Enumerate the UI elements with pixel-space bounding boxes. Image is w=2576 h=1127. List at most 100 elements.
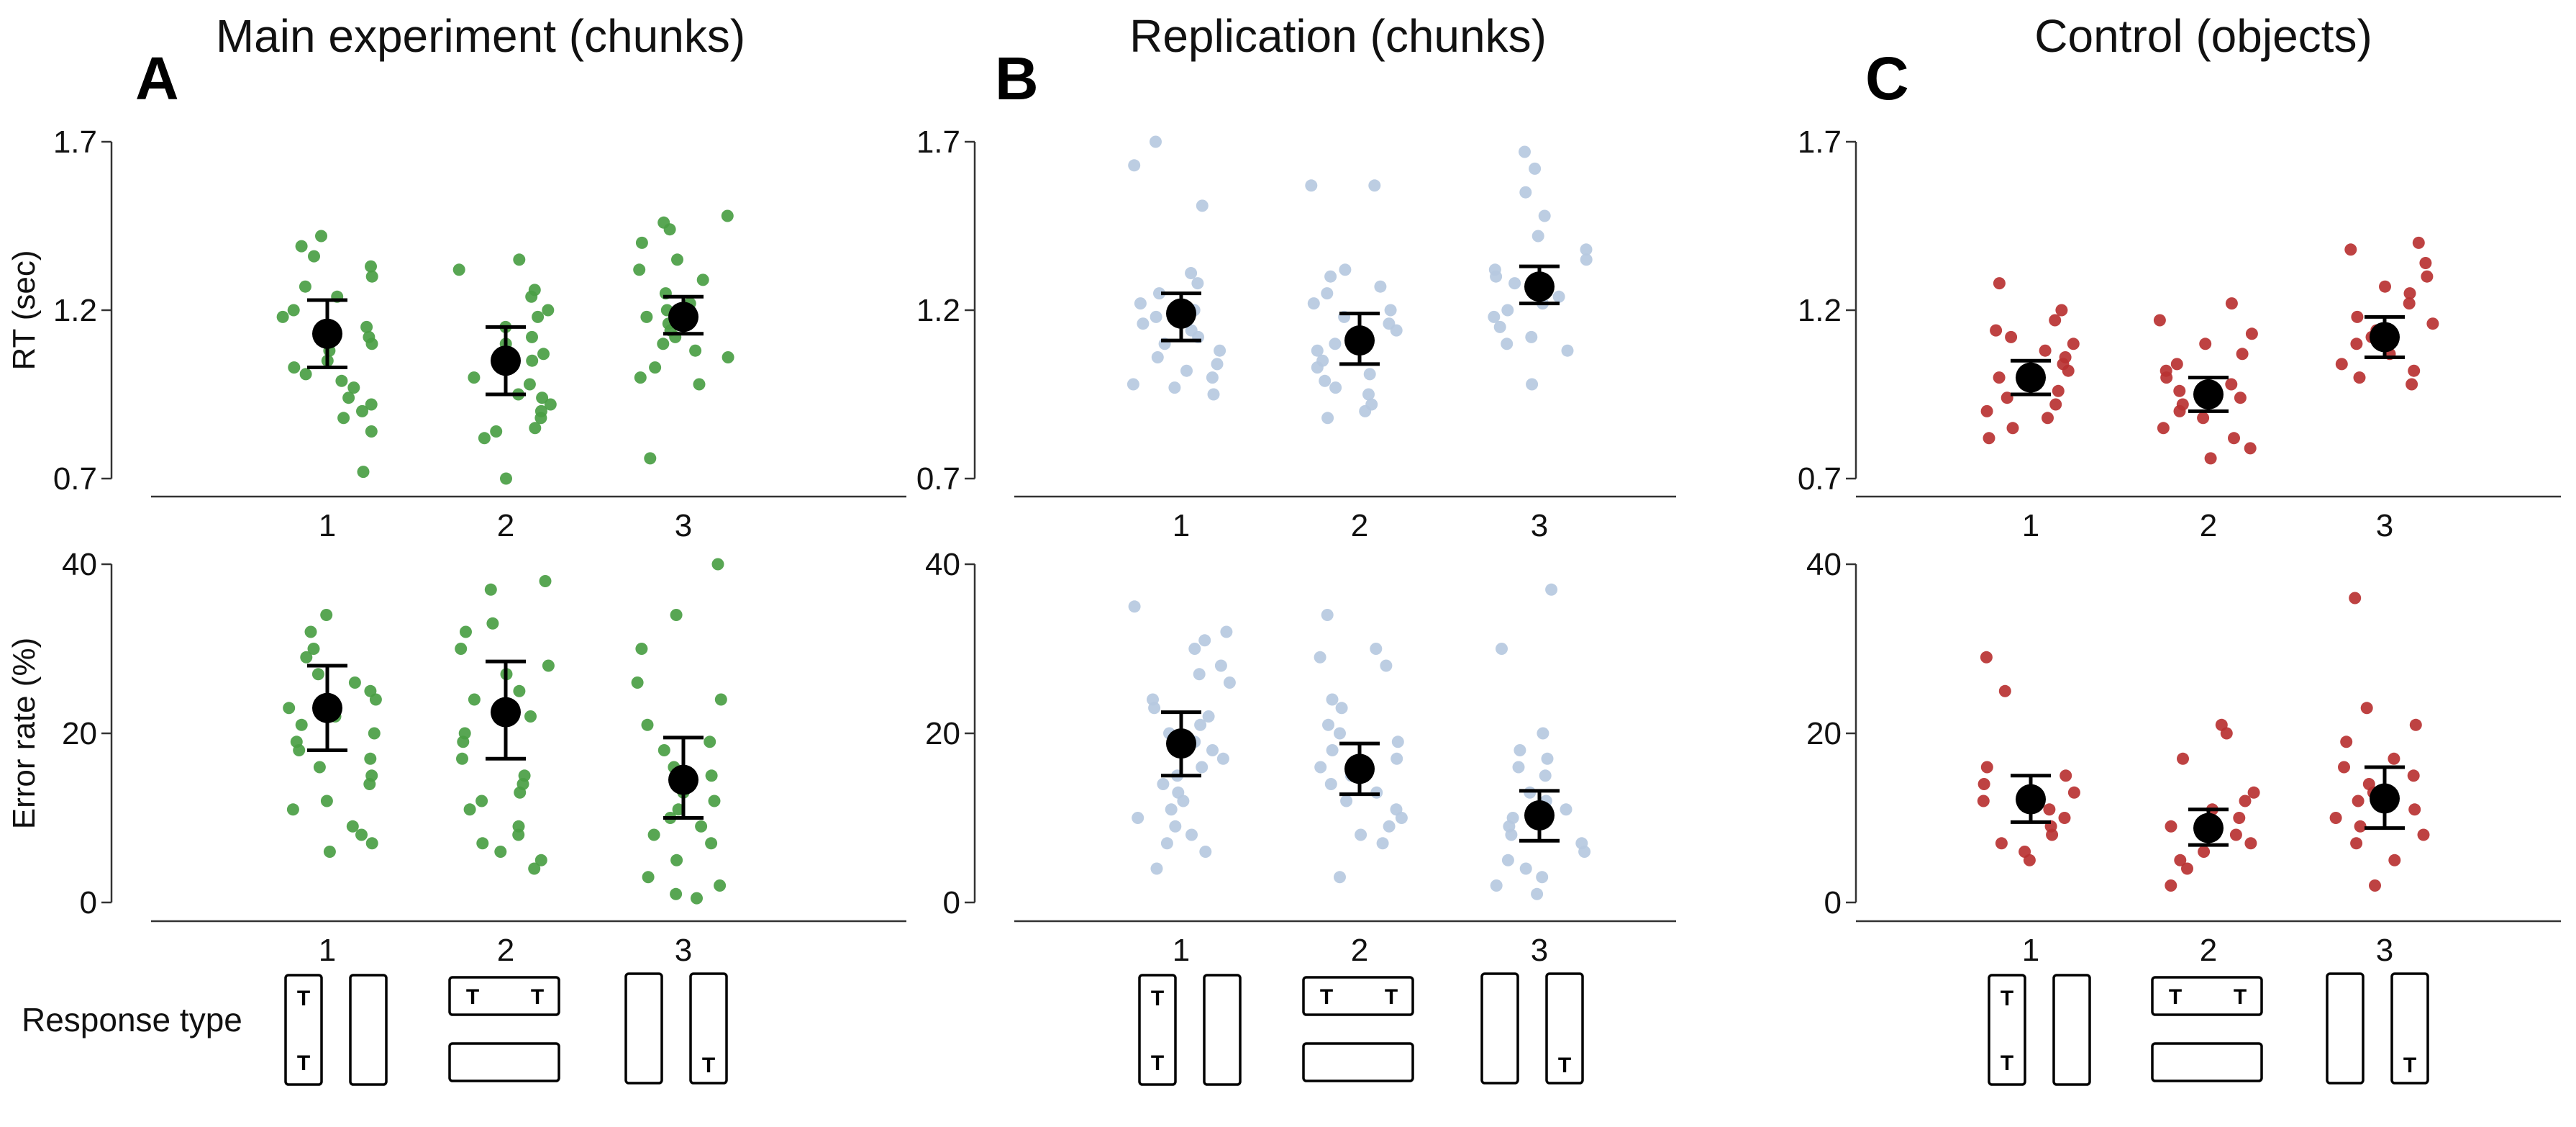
x-tick-label: 1 [1173,933,1190,968]
data-point [307,643,320,655]
data-point [1165,803,1178,816]
data-point [1993,371,2006,384]
data-point [1150,310,1162,323]
data-point [1335,702,1348,715]
data-point [513,684,526,697]
data-point [460,625,472,638]
data-point [2052,384,2065,397]
target-t-glyph: T [1558,1054,1571,1077]
y-tick-label: 0 [80,885,97,920]
data-point [1395,812,1408,824]
data-point [2229,828,2242,841]
data-point [2005,330,2018,343]
target-t-glyph: T [1151,1051,1164,1075]
data-point [2236,348,2249,361]
data-point [2234,391,2247,404]
data-point [2354,820,2367,833]
data-point [2352,795,2365,807]
data-point [526,354,539,367]
data-point [670,854,683,866]
panel-b-err-plot: 0 20 40 1 2 3 [925,547,1676,968]
data-point [1329,381,1342,394]
y-tick-label: 40 [1806,547,1842,582]
data-point [634,371,647,384]
x-tick-label: 1 [319,933,336,968]
y-tick-label: 0.7 [1798,461,1842,497]
data-point [1220,625,1233,638]
data-point [1374,280,1387,293]
data-point [1160,837,1173,850]
data-point [1180,364,1193,377]
data-point [365,398,378,411]
data-point [2409,718,2422,731]
data-point [2173,384,2186,397]
target-t-glyph: T [2001,1051,2013,1075]
data-point [1329,338,1342,350]
data-point [2353,371,2366,384]
icon-rect [1302,976,1414,1016]
data-point [342,391,355,404]
data-point [525,290,538,303]
data-point [295,718,308,731]
data-point [705,837,718,850]
y-tick-label: 1.2 [1798,293,1842,328]
target-t-glyph: T [297,1051,310,1075]
y-tick-label: 0.7 [53,461,97,497]
data-point [2344,243,2357,256]
data-point [323,846,336,858]
mean-marker [491,697,521,728]
mean-marker [2193,379,2224,409]
data-point [524,710,537,723]
data-point [657,338,670,350]
data-point [2228,432,2240,445]
data-point [2165,879,2177,892]
target-t-glyph: T [1320,985,1333,1009]
data-point [2006,422,2019,435]
data-point [1198,634,1211,647]
icon-rect [2052,974,2091,1086]
data-point [2329,812,2342,824]
data-point [2160,371,2173,384]
data-point [1995,837,2008,850]
data-point [1206,744,1219,756]
data-point [1324,270,1337,283]
data-point [537,348,550,361]
data-point [2220,727,2233,740]
data-point [365,837,378,850]
data-point [534,412,547,425]
data-point [1370,643,1383,655]
data-point [1529,162,1542,175]
y-tick-label: 20 [1806,716,1842,751]
x-tick-label: 3 [2376,933,2393,968]
data-point [1526,378,1539,391]
data-point [691,892,703,905]
data-point [1977,795,1990,807]
icon-rect [2151,1042,2263,1082]
data-point [2058,812,2071,824]
data-point [2349,592,2362,605]
data-point [1314,761,1327,774]
panel-titles: Main experiment (chunks) A Replication (ch… [135,10,2372,112]
data-point [1501,854,1514,866]
data-point [1157,778,1170,790]
y-tick-label: 1.7 [1798,125,1842,160]
data-point [1322,718,1334,731]
data-point [2043,803,2056,816]
x-tick-label: 1 [1173,508,1190,543]
data-point [1578,846,1591,858]
data-point [1362,388,1375,401]
data-point [1355,828,1367,841]
data-point [640,310,653,323]
data-point [512,828,525,841]
data-point [539,575,552,587]
data-point [1340,795,1353,807]
data-point [642,871,655,884]
data-point [320,609,333,621]
data-point [2042,412,2054,425]
data-point [2408,803,2421,816]
mean-marker [491,345,521,376]
data-point [705,769,718,782]
data-point [1199,846,1212,858]
data-point [1998,684,2011,697]
y-tick-label: 40 [925,547,960,582]
